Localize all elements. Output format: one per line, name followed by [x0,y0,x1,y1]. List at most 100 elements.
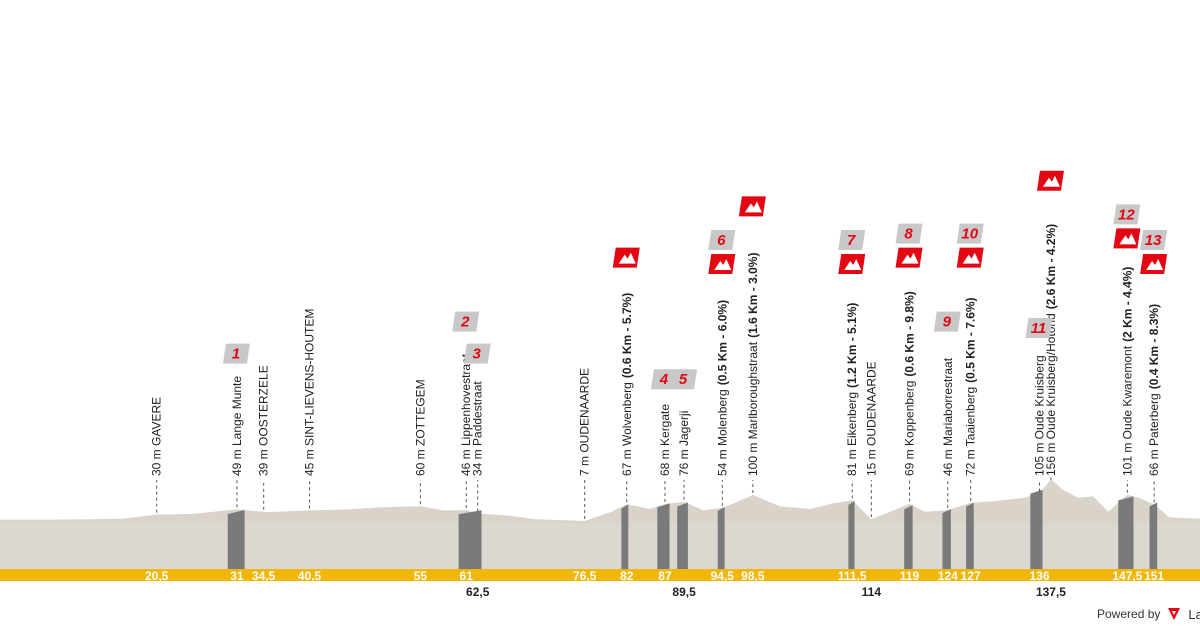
location-label: 105 m Oude Kruisberg [1032,355,1046,476]
location-name: 34 m Paddestraat [471,381,485,476]
sector-number-marker: 7 [838,230,866,250]
location-name: 67 m Wolvenberg [620,382,634,476]
climb-segment [717,506,725,569]
climb-segment [657,503,670,569]
km-tick-label: 94,5 [711,569,735,583]
sector-number: 8 [904,226,913,243]
location-name: 68 m Kergate [658,404,672,476]
climb-segment [227,509,245,569]
location-name: 46 m Mariaborrestraat [941,357,955,476]
location-label: 49 m Lange Munte [230,376,244,476]
location-name: 81 m Eikenberg [845,392,859,476]
sector-flag-shape [895,223,923,244]
km-tick-label: 111,5 [838,569,867,583]
sector-number: 12 [1118,206,1135,223]
km-tick-label: 31 [230,569,244,583]
sector-number: 2 [460,314,470,331]
location-label: 67 m Wolvenberg (0.6 Km - 5.7%) [620,293,634,476]
location-label: 60 m ZOTTEGEM [413,379,427,476]
location-label: 101 m Oude Kwaremont (2 Km - 4.4%) [1120,267,1134,476]
location-name: 60 m ZOTTEGEM [413,379,427,476]
climb-stats: (0.5 Km - 6.0%) [715,300,729,385]
climb-stats: (2 Km - 4.4%) [1120,267,1134,342]
sector-number: 6 [717,232,726,249]
location-label: 81 m Eikenberg (1.2 Km - 5.1%) [845,303,859,476]
sector-number-marker: 13 [1140,230,1168,250]
km-tick-label: 127 [961,569,981,583]
climb-segment [1149,502,1158,569]
location-label: 46 m Mariaborrestraat [941,357,955,476]
sector-flag-shape [1113,204,1141,225]
sector-number: 7 [847,232,856,249]
km-tick-label: 20,5 [145,569,169,583]
climb-segment [621,504,629,569]
sector-flag-shape [708,230,736,250]
location-label: 30 m GAVERE [150,397,164,476]
location-label: 15 m OUDENAARDE [864,361,878,476]
elevation-profile [0,479,1200,523]
sector-flag-shape [1140,230,1168,250]
location-name: 30 m GAVERE [150,397,164,476]
sector-number: 1 [232,346,240,363]
mountain-icon [901,252,919,264]
climb-segment [966,502,974,569]
location-name: 72 m Taaienberg [964,387,978,476]
sector-number: 5 [679,371,688,388]
km-band-bar [0,569,1200,581]
km-tick-label-below: 89,5 [672,585,696,599]
label-leader-lines [156,477,1155,520]
mountain-icon [714,259,732,270]
climb-stats: (0.6 Km - 5.7%) [620,293,634,378]
brand-logo-icon [1168,608,1181,620]
climb-marker-icon [612,247,640,268]
mountain-icon [962,252,980,264]
climb-segment [677,502,688,569]
profile-area [0,479,1200,523]
climb-marker-icon [738,196,766,217]
mountain-icon [1146,259,1164,270]
location-label: 34 m Paddestraat [471,381,485,476]
location-label: 68 m Kergate [658,404,672,476]
sector-flag-shape [670,369,698,390]
location-name: 49 m Lange Munte [230,376,244,476]
sector-number-marker: 8 [895,223,923,244]
sector-flag-shape [1025,318,1053,338]
km-tick-label: 98,5 [741,569,765,583]
ground-area [0,523,1200,569]
location-name: 76 m Jagerji [677,411,691,476]
sector-number: 13 [1145,232,1162,249]
km-tick-label: 40,5 [298,569,322,583]
km-band [0,569,1200,581]
location-name: 101 m Oude Kwaremont [1120,345,1134,476]
powered-by: Powered by La [1097,606,1200,622]
sector-number-marker: 2 [452,311,480,332]
location-label: 76 m Jagerji [677,411,691,476]
location-name: 100 m Marlboroughstraat [746,341,760,476]
climb-marker-icon [956,247,984,268]
location-name: 54 m Molenberg [715,389,729,476]
climb-marker-icon [1140,254,1168,274]
climb-marker-icon [838,254,866,274]
sector-number-marker: 6 [708,230,736,250]
sector-flag-shape [222,343,250,364]
sector-number-marker: 9 [933,311,961,332]
mountain-icon [744,201,762,213]
km-tick-label: 87 [658,569,672,583]
climb-segment [848,500,855,569]
sector-flag-shape [838,230,866,250]
location-name: 7 m OUDENAARDE [578,368,592,476]
sector-number: 9 [943,314,952,331]
sector-number-marker: 3 [463,343,491,364]
sector-number: 11 [1031,320,1047,337]
sector-flag-shape [452,311,480,332]
mountain-icon [1119,233,1137,245]
climb-marker-icon [1036,170,1064,191]
location-name: 156 m Oude Kruisberg/Hotond [1044,313,1058,476]
km-tick-label: 82 [620,569,634,583]
mountain-icon [844,259,862,270]
location-label: 66 m Paterberg (0.4 Km - 8.3%) [1147,304,1161,476]
sector-flag-shape [933,311,961,332]
climb-stats: (0.5 Km - 7.6%) [964,297,978,382]
km-tick-label: 55 [414,569,428,583]
